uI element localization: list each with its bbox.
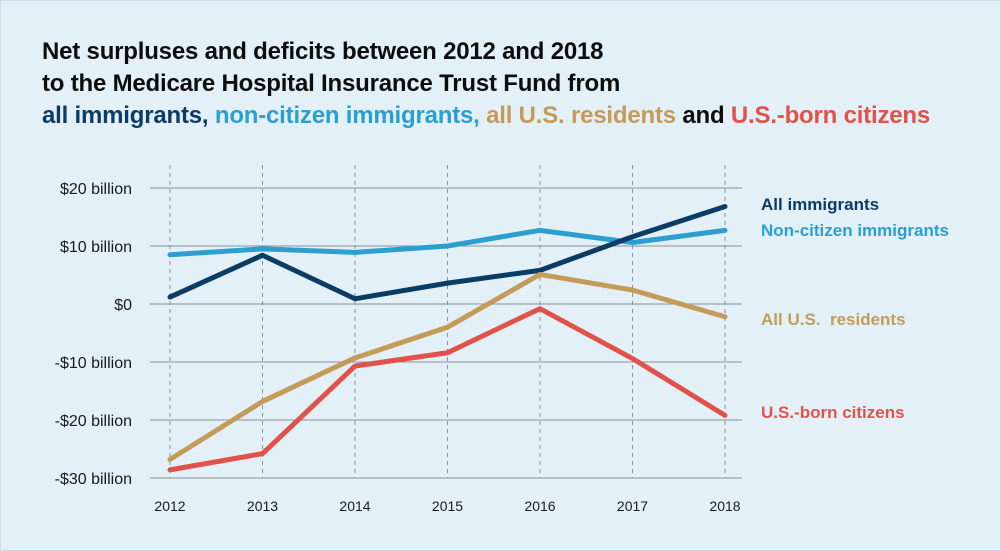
title-line-3: all immigrants, non-citizen immigrants, … xyxy=(42,100,930,132)
y-tick-label: -$30 billion xyxy=(55,471,132,488)
title-segment-1: non-citizen immigrants, xyxy=(214,102,480,129)
chart-title: Net surpluses and deficits between 2012 … xyxy=(42,36,930,132)
x-tick-label: 2014 xyxy=(339,498,370,514)
x-tick-label: 2016 xyxy=(524,498,555,514)
title-segment-4: U.S.-born citizens xyxy=(730,102,931,129)
title-segment-3: and xyxy=(682,102,725,129)
x-tick-label: 2018 xyxy=(709,498,740,514)
title-segment-2: all U.S. residents xyxy=(486,102,676,129)
y-axis-ticks: $20 billion $10 billion $0 -$10 billion -$20… xyxy=(55,181,132,488)
series-label-3: U.S.-born citizens xyxy=(761,403,905,422)
x-tick-label: 2013 xyxy=(247,498,278,514)
series-label-0: All immigrants xyxy=(761,195,879,214)
y-tick-label: $10 billion xyxy=(60,239,132,256)
x-tick-label: 2012 xyxy=(154,498,185,514)
series-labels: All immigrants Non-citizen immigrants All … xyxy=(761,195,949,422)
x-axis-ticks: 2012 2013 2014 2015 2016 2017 2018 xyxy=(154,498,740,514)
x-tick-label: 2015 xyxy=(432,498,463,514)
title-line-1: Net surpluses and deficits between 2012 … xyxy=(42,38,604,65)
series-lines xyxy=(167,204,728,473)
series-line-0 xyxy=(167,204,728,302)
title-segment-0: all immigrants, xyxy=(42,102,209,129)
x-tick-label: 2017 xyxy=(617,498,648,514)
title-line-2: to the Medicare Hospital Insurance Trust… xyxy=(42,70,621,97)
series-line-3 xyxy=(167,306,728,473)
y-tick-label: $0 xyxy=(114,297,132,314)
y-tick-label: -$20 billion xyxy=(55,413,132,430)
series-line-2 xyxy=(167,271,728,462)
grid xyxy=(150,165,742,479)
y-tick-label: $20 billion xyxy=(60,181,132,198)
series-label-2: All U.S. residents xyxy=(761,310,906,329)
series-label-1: Non-citizen immigrants xyxy=(761,221,949,240)
y-tick-label: -$10 billion xyxy=(55,355,132,372)
series-line-1 xyxy=(167,227,728,258)
